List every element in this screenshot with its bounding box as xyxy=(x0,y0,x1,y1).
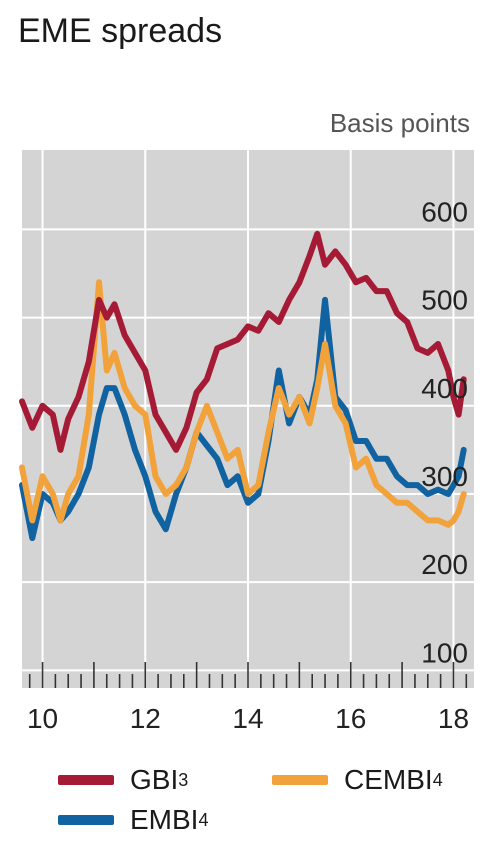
y-tick-label-100: 100 xyxy=(421,637,468,668)
chart-title: EME spreads xyxy=(18,12,223,50)
legend-swatch-gbi xyxy=(58,775,114,785)
x-tick-label-16: 16 xyxy=(335,703,366,734)
x-tick-label-14: 14 xyxy=(232,703,263,734)
legend-footnote-embi: 4 xyxy=(198,809,209,830)
y-tick-label-600: 600 xyxy=(421,196,468,227)
y-tick-labels: 100 200 300 400 500 600 xyxy=(421,196,468,668)
legend-footnote-gbi: 3 xyxy=(178,769,189,790)
y-tick-label-400: 400 xyxy=(421,373,468,404)
y-tick-label-500: 500 xyxy=(421,285,468,316)
x-tick-marks xyxy=(28,662,468,688)
line-chart: 100 200 300 400 500 600 10 12 14 16 18 xyxy=(19,150,474,734)
y-tick-label-200: 200 xyxy=(421,549,468,580)
y-unit-label: Basis points xyxy=(329,108,470,138)
legend-swatch-embi xyxy=(58,815,114,825)
series-line-embi xyxy=(19,296,467,542)
legend-footnote-cembi: 4 xyxy=(432,769,443,790)
x-tick-label-10: 10 xyxy=(27,703,58,734)
series-line-gbi xyxy=(19,230,467,453)
y-tick-label-300: 300 xyxy=(421,461,468,492)
legend-label-cembi: CEMBI xyxy=(344,764,433,795)
legend-label-gbi: GBI xyxy=(130,764,179,795)
legend-item-embi: EMBI 4 xyxy=(58,804,208,836)
x-tick-labels: 10 12 14 16 18 xyxy=(27,703,469,734)
x-tick-label-12: 12 xyxy=(130,703,161,734)
legend-item-cembi: CEMBI 4 xyxy=(272,764,443,796)
legend-item-gbi: GBI 3 xyxy=(58,764,188,796)
legend-label-embi: EMBI xyxy=(130,804,199,835)
series-layer xyxy=(19,230,467,542)
x-tick-label-18: 18 xyxy=(438,703,469,734)
legend-swatch-cembi xyxy=(272,775,328,785)
legend: GBI 3 EMBI 4 CEMBI 4 xyxy=(0,756,500,856)
